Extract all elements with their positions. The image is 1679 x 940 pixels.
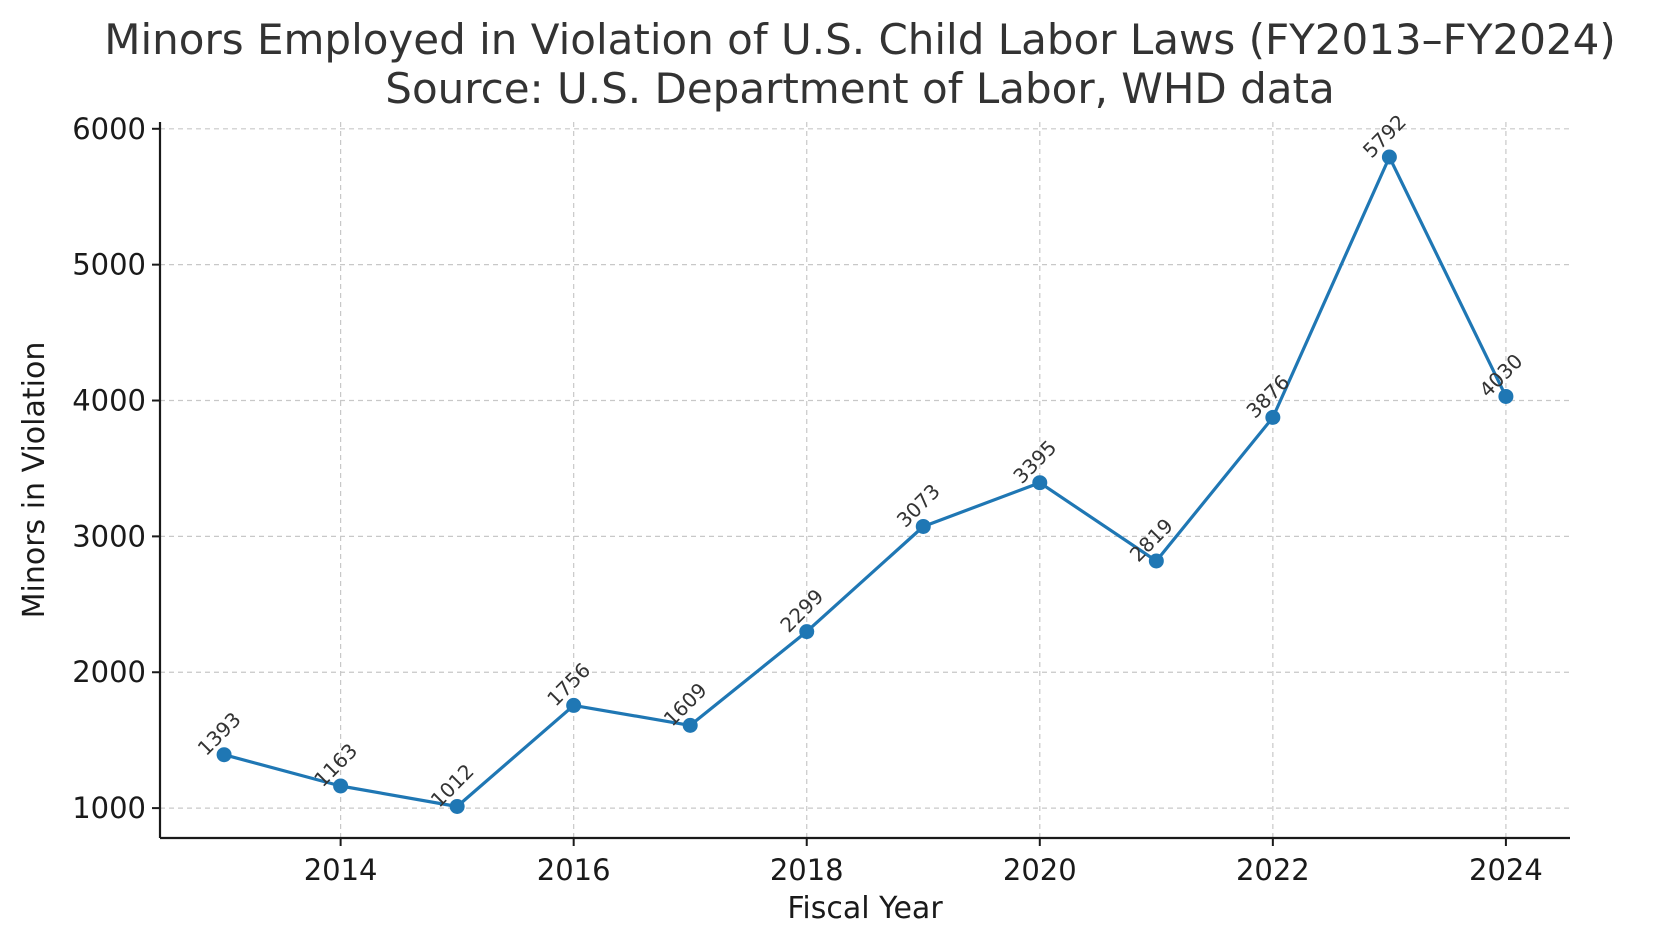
data-point bbox=[915, 518, 931, 534]
data-point bbox=[1148, 553, 1164, 569]
axes bbox=[158, 122, 1570, 840]
x-tick-label: 2022 bbox=[1236, 853, 1310, 887]
data-point bbox=[333, 778, 349, 794]
series-line bbox=[223, 155, 1508, 809]
data-point bbox=[449, 798, 465, 814]
chart-title: Minors Employed in Violation of U.S. Chi… bbox=[104, 15, 1616, 64]
x-tick-label: 2016 bbox=[537, 853, 611, 887]
data-point bbox=[682, 717, 698, 733]
data-point bbox=[216, 747, 232, 763]
ticks: 1000 2000 3000 4000 5000 6000 2014 2016 2018 2020… bbox=[72, 112, 1543, 887]
y-tick-label: 6000 bbox=[72, 112, 146, 146]
x-tick-label: 2014 bbox=[304, 853, 378, 887]
y-tick-label: 5000 bbox=[72, 248, 146, 282]
data-point bbox=[1265, 409, 1281, 425]
y-tick-label: 2000 bbox=[72, 655, 146, 689]
x-tick-label: 2024 bbox=[1469, 853, 1543, 887]
grid bbox=[160, 122, 1570, 838]
data-point bbox=[799, 624, 815, 640]
x-tick-label: 2018 bbox=[770, 853, 844, 887]
y-tick-label: 1000 bbox=[72, 791, 146, 825]
data-point bbox=[566, 697, 582, 713]
chart-subtitle: Source: U.S. Department of Labor, WHD da… bbox=[385, 64, 1334, 113]
data-point bbox=[1498, 388, 1514, 404]
x-tick-label: 2020 bbox=[1003, 853, 1077, 887]
y-tick-label: 4000 bbox=[72, 384, 146, 418]
series bbox=[216, 149, 1514, 814]
data-point bbox=[1032, 475, 1048, 491]
data-point bbox=[1381, 149, 1397, 165]
y-tick-label: 3000 bbox=[72, 519, 146, 553]
y-axis-label: Minors in Violation bbox=[17, 342, 52, 619]
x-axis-label: Fiscal Year bbox=[787, 891, 943, 926]
